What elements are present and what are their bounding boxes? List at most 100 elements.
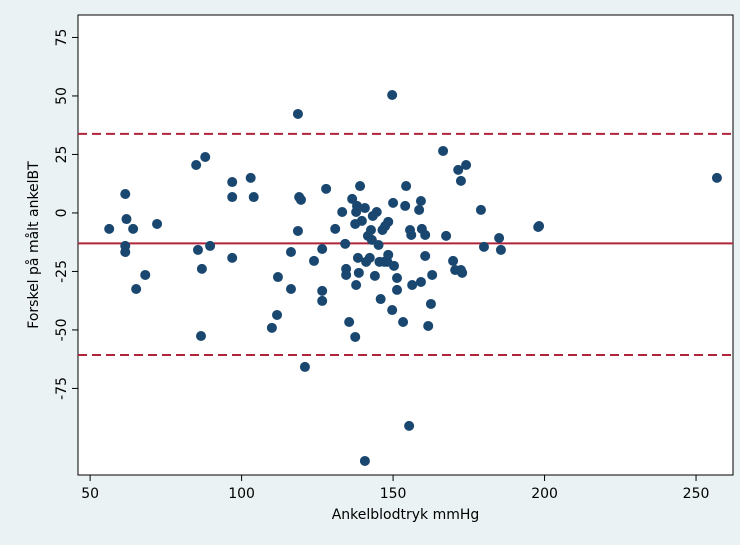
x-tick-label: 50 (81, 486, 99, 502)
point (387, 90, 398, 101)
y-axis-label: Forskel på målt ankelBT (25, 161, 42, 329)
point (272, 272, 283, 283)
point (392, 284, 403, 295)
point (309, 255, 320, 266)
y-tick-label: 75 (54, 29, 70, 47)
point (406, 229, 417, 240)
point (191, 159, 202, 170)
point (461, 159, 472, 170)
y-tick-label: -50 (54, 318, 70, 341)
point (388, 260, 399, 271)
x-tick-label: 200 (531, 486, 558, 502)
point (441, 230, 452, 241)
x-tick-label: 150 (380, 486, 407, 502)
point (272, 309, 283, 320)
point (359, 203, 370, 214)
y-tick-label: 50 (54, 87, 70, 105)
point (292, 225, 303, 236)
plot-area (77, 14, 734, 476)
point (415, 276, 426, 287)
point (373, 240, 384, 250)
point (353, 267, 364, 278)
x-axis-label: Ankelblodtryk mmHg (332, 507, 480, 523)
point (400, 200, 411, 211)
point (104, 223, 115, 234)
point (375, 294, 386, 305)
point (404, 420, 415, 431)
point (266, 322, 277, 333)
point (317, 243, 328, 254)
point (414, 204, 425, 215)
point (383, 216, 394, 227)
point (438, 145, 449, 156)
point (351, 280, 362, 291)
point (347, 193, 358, 204)
point (364, 252, 375, 263)
point (128, 223, 139, 234)
point (495, 244, 506, 255)
point (337, 207, 348, 218)
point (448, 255, 459, 266)
point (120, 247, 131, 258)
point (350, 331, 361, 342)
point (227, 177, 238, 188)
point (317, 285, 328, 296)
y-tick-label: -75 (54, 377, 70, 400)
point (292, 108, 303, 119)
y-tick-label: -25 (54, 260, 70, 283)
point (317, 295, 328, 306)
point (285, 283, 296, 294)
point (453, 164, 464, 175)
point (344, 316, 355, 327)
point (534, 221, 545, 232)
point (352, 252, 363, 263)
point (457, 267, 468, 278)
point (420, 250, 431, 261)
point (196, 331, 207, 342)
point (192, 244, 203, 255)
point (420, 229, 431, 240)
point (299, 361, 310, 372)
point (321, 183, 332, 194)
point (455, 175, 466, 186)
point (152, 218, 163, 229)
point (356, 215, 367, 226)
point (369, 270, 380, 281)
x-tick-label: 100 (228, 486, 255, 502)
point (330, 223, 341, 234)
point (427, 269, 438, 280)
point (131, 283, 142, 294)
y-tick-label: 0 (54, 208, 70, 217)
x-tick-label: 250 (683, 486, 710, 502)
y-tick-label: 25 (54, 146, 70, 164)
point (494, 232, 505, 243)
point (120, 188, 131, 199)
point (407, 280, 418, 291)
point (387, 305, 398, 316)
point (475, 204, 486, 215)
point (398, 316, 409, 327)
point (121, 214, 132, 225)
point (285, 247, 296, 258)
point (295, 194, 306, 205)
point (401, 181, 412, 192)
point (140, 269, 151, 280)
point (248, 192, 259, 203)
point (388, 197, 399, 208)
point (245, 172, 256, 183)
point (227, 252, 238, 263)
point (371, 207, 382, 218)
point (352, 200, 363, 211)
point (205, 240, 216, 251)
point (711, 172, 722, 183)
point (478, 241, 489, 252)
point (423, 320, 434, 331)
point (200, 152, 211, 163)
point (415, 196, 426, 207)
point (196, 263, 207, 274)
point (425, 298, 436, 309)
point (341, 263, 352, 274)
point (227, 192, 238, 203)
